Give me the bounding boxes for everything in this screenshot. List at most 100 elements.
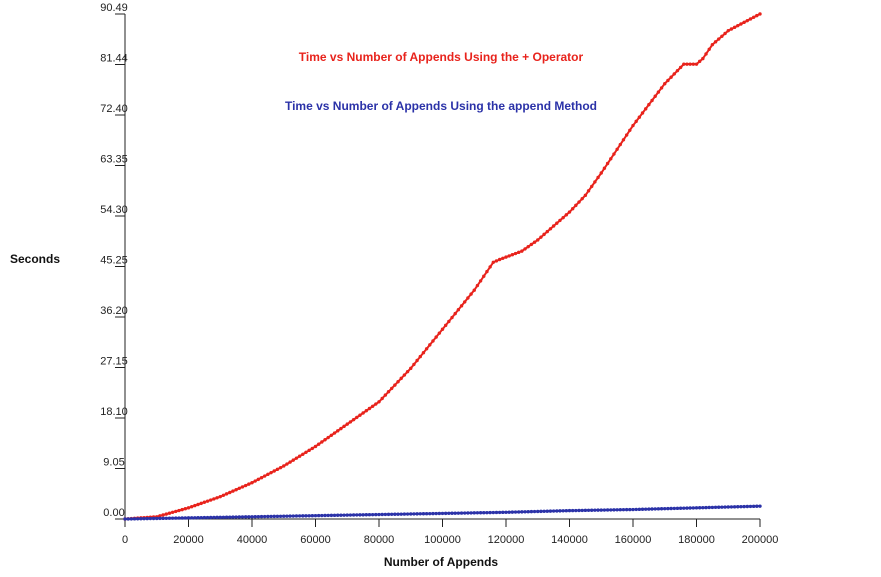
point-plus-operator — [269, 470, 273, 475]
point-append-method — [644, 507, 648, 511]
point-append-method — [351, 513, 356, 517]
point-append-method — [478, 511, 483, 515]
point-plus-operator — [377, 400, 381, 404]
point-plus-operator — [685, 62, 689, 66]
point-plus-operator — [526, 244, 530, 249]
point-append-method — [377, 512, 381, 517]
point-append-method — [174, 516, 178, 520]
point-plus-operator — [282, 464, 286, 468]
point-append-method — [570, 508, 575, 513]
point-plus-operator — [590, 184, 594, 189]
point-plus-operator — [342, 424, 346, 429]
point-append-method — [396, 512, 400, 516]
point-append-method — [405, 512, 410, 516]
point-plus-operator — [593, 180, 597, 184]
point-append-method — [497, 510, 502, 515]
point-append-method — [672, 506, 676, 511]
point-append-method — [209, 515, 213, 520]
point-plus-operator — [345, 422, 349, 426]
point-append-method — [536, 509, 540, 514]
point-plus-operator — [475, 283, 480, 288]
point-plus-operator — [288, 460, 292, 464]
point-plus-operator — [675, 68, 680, 73]
point-plus-operator — [355, 415, 359, 420]
point-append-method — [313, 513, 318, 518]
point-plus-operator — [659, 86, 664, 90]
point-plus-operator — [434, 335, 438, 339]
point-append-method — [158, 516, 162, 521]
point-append-method — [532, 509, 537, 514]
point-plus-operator — [250, 481, 254, 485]
point-append-method — [355, 513, 359, 517]
point-plus-operator — [459, 304, 464, 308]
point-append-method — [250, 515, 254, 519]
point-append-method — [278, 514, 283, 518]
point-append-method — [586, 508, 591, 512]
series-layer — [123, 12, 762, 521]
point-plus-operator — [424, 347, 429, 351]
point-plus-operator — [202, 500, 207, 504]
point-append-method — [243, 515, 248, 519]
point-append-method — [326, 513, 330, 518]
point-append-method — [418, 512, 422, 516]
point-plus-operator — [707, 47, 711, 51]
point-plus-operator — [666, 78, 670, 83]
point-plus-operator — [180, 507, 184, 512]
point-append-method — [361, 513, 365, 517]
point-append-method — [755, 504, 759, 508]
legend-entry-plus-operator: Time vs Number of Appends Using the + Op… — [299, 50, 584, 64]
point-append-method — [367, 513, 372, 517]
point-append-method — [637, 507, 642, 512]
point-append-method — [170, 516, 175, 520]
point-append-method — [167, 516, 172, 520]
point-plus-operator — [297, 454, 302, 458]
point-plus-operator — [745, 18, 749, 23]
point-plus-operator — [510, 253, 515, 257]
point-plus-operator — [545, 229, 549, 234]
point-plus-operator — [183, 507, 188, 511]
point-plus-operator — [421, 350, 426, 355]
point-append-method — [345, 513, 349, 517]
point-plus-operator — [624, 133, 629, 137]
point-append-method — [304, 514, 308, 518]
point-plus-operator — [351, 417, 356, 422]
point-plus-operator — [336, 429, 340, 433]
x-tick-label: 160000 — [615, 534, 652, 546]
x-tick-label: 100000 — [424, 534, 461, 546]
point-plus-operator — [697, 59, 702, 64]
point-plus-operator — [650, 98, 654, 103]
point-plus-operator — [193, 503, 197, 508]
point-append-method — [240, 515, 245, 519]
point-append-method — [256, 514, 261, 519]
point-append-method — [647, 507, 651, 511]
point-plus-operator — [609, 157, 613, 161]
point-append-method — [542, 509, 546, 513]
point-plus-operator — [174, 509, 178, 514]
point-append-method — [199, 515, 203, 520]
point-plus-operator — [228, 490, 232, 495]
point-append-method — [129, 517, 134, 521]
point-plus-operator — [316, 442, 321, 446]
point-plus-operator — [732, 25, 737, 30]
point-plus-operator — [469, 292, 473, 296]
point-append-method — [675, 506, 680, 511]
point-plus-operator — [577, 200, 581, 204]
point-plus-operator — [177, 508, 181, 513]
point-append-method — [545, 509, 549, 513]
point-append-method — [393, 512, 397, 516]
point-append-method — [301, 514, 305, 518]
point-append-method — [218, 515, 222, 520]
point-plus-operator — [669, 75, 673, 79]
point-append-method — [336, 513, 340, 517]
point-append-method — [659, 507, 664, 511]
point-append-method — [399, 512, 403, 516]
point-append-method — [221, 515, 226, 519]
point-append-method — [339, 513, 343, 517]
point-append-method — [348, 513, 353, 517]
point-append-method — [472, 511, 476, 515]
y-tick-label: 54.30 — [100, 204, 128, 216]
point-plus-operator — [504, 255, 508, 259]
point-plus-operator — [199, 501, 203, 506]
point-append-method — [466, 511, 470, 515]
point-append-method — [310, 514, 315, 518]
